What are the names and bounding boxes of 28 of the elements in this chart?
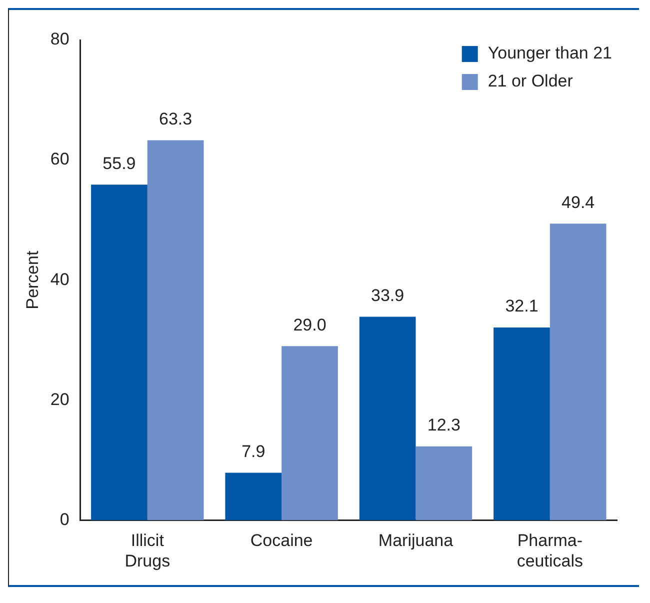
bar [416, 446, 472, 520]
text: 32.1 [505, 296, 538, 316]
bar [494, 328, 550, 520]
bar [359, 316, 416, 520]
bar [225, 472, 282, 520]
y-tick-label: 20 [50, 390, 70, 409]
text: 12.3 [427, 416, 460, 435]
x-tick-label: Pharma-ceuticals [516, 531, 583, 570]
y-tick-label: 40 [50, 270, 70, 289]
y-axis-title: Percent [22, 250, 42, 310]
bar [282, 346, 338, 520]
legend-label: 21 or Older [488, 72, 574, 91]
x-tick-label: Illicit Drugs [124, 531, 170, 570]
text: 7.9 [242, 442, 266, 461]
text: 29.0 [293, 315, 326, 334]
bar [147, 140, 204, 520]
y-tick-label: 80 [50, 30, 70, 49]
x-tick-label: Marijuana [378, 531, 454, 550]
bar [550, 224, 606, 520]
y-tick-label: 0 [60, 510, 70, 529]
legend-label: Younger than 21 [488, 44, 612, 63]
text: 63.3 [159, 109, 192, 128]
text: 49.4 [562, 192, 595, 212]
x-tick-label: Cocaine [250, 531, 313, 550]
text: 33.9 [371, 286, 404, 305]
bar [91, 184, 148, 520]
y-tick-label: 60 [50, 150, 70, 169]
text: 55.9 [102, 154, 136, 173]
